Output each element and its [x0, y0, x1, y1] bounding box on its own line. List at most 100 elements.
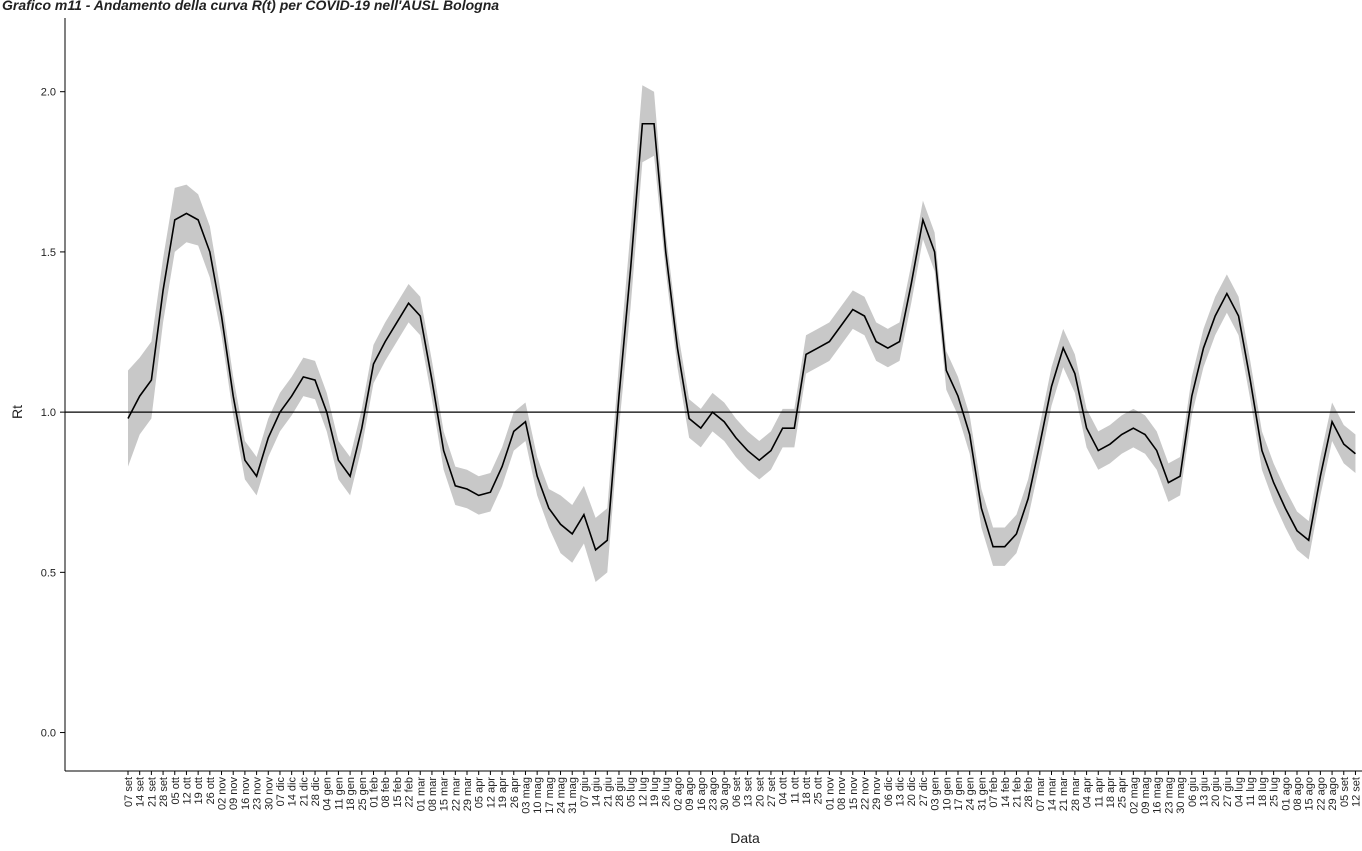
x-tick-label: 07 giu: [579, 777, 591, 807]
x-tick-label: 30 ago: [719, 777, 731, 811]
x-tick-label: 05 set: [1339, 777, 1351, 807]
x-tick-label: 24 gen: [965, 777, 977, 811]
x-tick-label: 12 set: [1350, 777, 1362, 807]
x-tick-label: 10 gen: [941, 777, 953, 811]
x-tick-label: 19 apr: [497, 777, 509, 809]
x-tick-label: 01 mar: [415, 777, 427, 812]
x-tick-label: 08 feb: [380, 777, 392, 808]
x-tick-label: 01 nov: [824, 777, 836, 811]
x-tick-label: 18 lug: [1257, 777, 1269, 807]
y-tick-label: 1.5: [41, 247, 56, 259]
y-tick-label: 1.0: [41, 407, 56, 419]
x-tick-label: 09 mag: [1140, 777, 1152, 814]
x-tick-label: 29 nov: [871, 777, 883, 811]
x-tick-label: 07 set: [123, 777, 135, 807]
rt-line: [127, 122, 1356, 552]
x-tick-label: 31 mag: [567, 777, 579, 814]
x-tick-label: 25 ott: [813, 777, 825, 805]
y-tick-label: 2.0: [41, 87, 56, 99]
x-tick-label: 11 gen: [333, 777, 345, 810]
x-tick-label: 05 apr: [474, 777, 486, 809]
x-tick-label: 08 mar: [427, 777, 439, 812]
x-tick-label: 05 ott: [170, 777, 182, 805]
x-tick-label: 20 dic: [906, 777, 918, 807]
x-tick-label: 25 lug: [1269, 777, 1281, 807]
confidence-band: [128, 85, 1356, 582]
x-tick-label: 28 set: [158, 777, 170, 807]
x-tick-label: 07 mar: [1035, 777, 1047, 812]
x-tick-label: 04 gen: [322, 777, 334, 811]
x-tick-label: 21 feb: [1011, 777, 1023, 808]
x-tick-label: 02 nov: [217, 777, 229, 811]
x-tick-label: 04 lug: [1234, 777, 1246, 807]
x-tick-label: 14 set: [135, 777, 147, 807]
x-tick-label: 16 nov: [240, 777, 252, 811]
x-tick-label: 11 lug: [1245, 777, 1257, 806]
x-tick-label: 13 set: [743, 777, 755, 807]
x-tick-label: 18 gen: [345, 777, 357, 811]
x-tick-label: 23 nov: [252, 777, 264, 811]
x-tick-label: 15 mar: [439, 777, 451, 812]
x-tick-label: 15 ago: [1304, 777, 1316, 811]
x-tick-label: 23 ago: [708, 777, 720, 811]
x-tick-label: 28 feb: [1023, 777, 1035, 808]
x-tick-label: 08 ago: [1292, 777, 1304, 811]
x-tick-label: 28 giu: [614, 777, 626, 807]
x-tick-label: 06 dic: [883, 777, 895, 807]
x-tick-label: 11 apr: [1093, 777, 1105, 808]
x-tick-label: 17 gen: [953, 777, 965, 811]
x-tick-label: 29 mar: [462, 777, 474, 812]
x-tick-label: 26 ott: [205, 777, 217, 805]
x-tick-label: 01 ago: [1280, 777, 1292, 811]
x-tick-label: 11 ott: [789, 777, 801, 804]
x-tick-label: 27 dic: [918, 777, 930, 807]
x-tick-label: 03 gen: [930, 777, 942, 811]
x-tick-label: 21 dic: [298, 777, 310, 807]
x-tick-label: 25 gen: [357, 777, 369, 811]
x-tick-label: 14 mar: [1047, 777, 1059, 812]
chart-title: Grafico m11 - Andamento della curva R(t)…: [2, 0, 499, 13]
x-tick-label: 21 mar: [1058, 777, 1070, 812]
x-tick-label: 12 lug: [637, 777, 649, 807]
x-tick-label: 02 ago: [672, 777, 684, 811]
x-tick-label: 22 ago: [1315, 777, 1327, 811]
x-tick-label: 13 giu: [1198, 777, 1210, 807]
x-tick-label: 06 giu: [1187, 777, 1199, 807]
x-tick-label: 12 ott: [181, 777, 193, 805]
x-tick-label: 30 nov: [263, 777, 275, 811]
x-tick-label: 22 mar: [450, 777, 462, 812]
x-tick-label: 29 ago: [1327, 777, 1339, 811]
x-tick-label: 09 nov: [228, 777, 240, 811]
y-tick-label: 0.5: [41, 567, 56, 579]
x-tick-label: 26 apr: [509, 777, 521, 809]
x-tick-label: 19 ott: [193, 777, 205, 805]
x-tick-label: 20 set: [754, 777, 766, 807]
x-tick-label: 26 lug: [661, 777, 673, 807]
x-tick-label: 27 giu: [1222, 777, 1234, 807]
x-tick-label: 18 apr: [1105, 777, 1117, 809]
x-tick-label: 24 mag: [556, 777, 568, 814]
x-tick-label: 19 lug: [649, 777, 661, 807]
x-tick-label: 25 apr: [1117, 777, 1129, 809]
x-tick-label: 03 mag: [520, 777, 532, 814]
y-axis-label: Rt: [9, 405, 25, 419]
x-tick-label: 31 gen: [976, 777, 988, 811]
x-tick-label: 28 mar: [1070, 777, 1082, 812]
x-tick-label: 21 giu: [602, 777, 614, 807]
x-tick-label: 14 giu: [591, 777, 603, 807]
x-tick-label: 27 set: [766, 777, 778, 807]
x-tick-label: 17 mag: [544, 777, 556, 814]
x-tick-label: 04 ott: [778, 777, 790, 805]
x-tick-label: 06 set: [731, 777, 743, 807]
x-tick-label: 09 ago: [684, 777, 696, 811]
x-tick-label: 28 dic: [310, 777, 322, 807]
x-tick-label: 02 mag: [1128, 777, 1140, 814]
x-tick-label: 08 nov: [836, 777, 848, 811]
x-tick-label: 22 nov: [859, 777, 871, 811]
x-tick-label: 05 lug: [626, 777, 638, 807]
x-tick-label: 12 apr: [485, 777, 497, 809]
x-tick-label: 21 set: [146, 777, 158, 807]
x-tick-label: 20 giu: [1210, 777, 1222, 807]
x-tick-label: 15 feb: [392, 777, 404, 808]
